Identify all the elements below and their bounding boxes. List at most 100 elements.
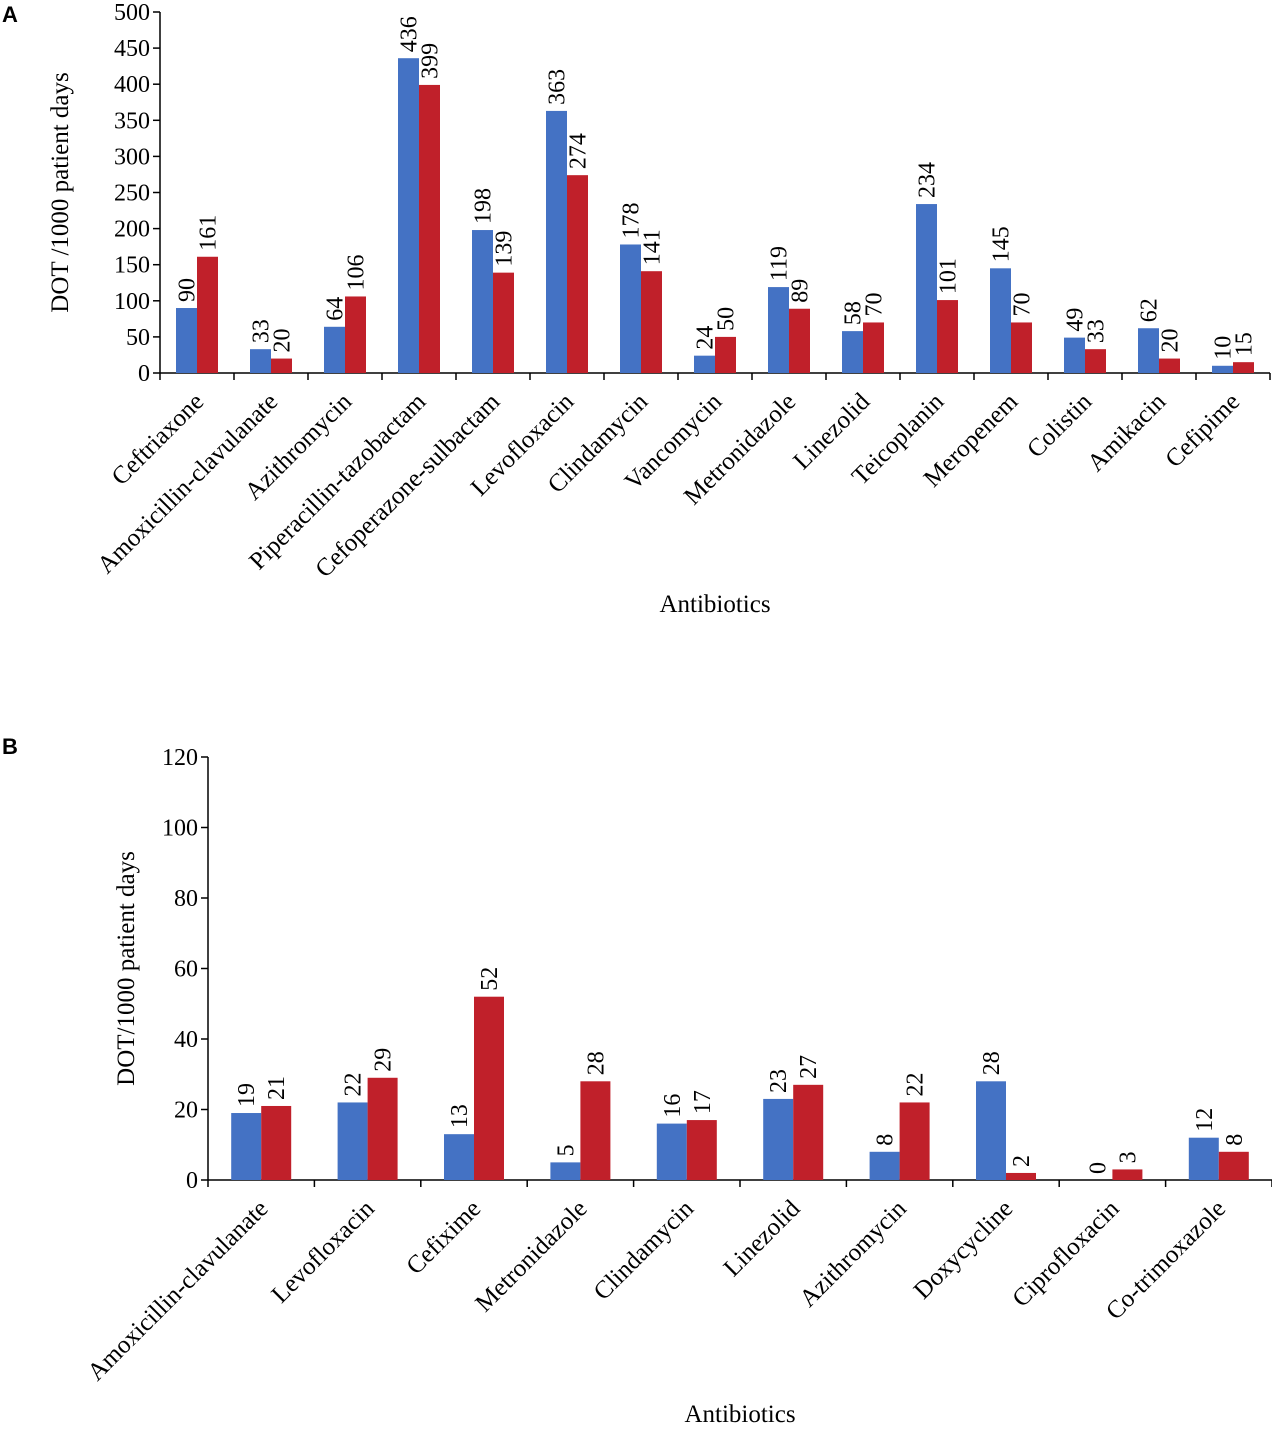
- panel-b-data-label: 23: [766, 1069, 792, 1093]
- panel-b-data-label: 8: [1222, 1134, 1248, 1146]
- panel-a-bar-series1: [768, 287, 789, 373]
- panel-a-y-tick-label: 150: [114, 253, 150, 279]
- panel-a-data-label: 198: [471, 188, 497, 224]
- panel-a-y-tick-label: 250: [114, 181, 150, 207]
- panel-a-data-label: 24: [693, 326, 719, 350]
- panel-a-bar-series1: [842, 331, 863, 373]
- panel-b-bar-series2: [686, 1120, 717, 1180]
- panel-b-data-label: 2: [1009, 1155, 1035, 1167]
- panel-a-bar-series1: [324, 326, 345, 373]
- panel-b-bar-series1: [231, 1113, 262, 1180]
- panel-a-data-label: 64: [323, 297, 349, 321]
- panel-b-letter: B: [2, 734, 18, 759]
- panel-b-data-label: 52: [477, 967, 503, 991]
- panel-b-y-tick-label: 20: [174, 1098, 198, 1124]
- panel-b-bar-series2: [1218, 1151, 1249, 1180]
- panel-b-category-label: Ciprofloxacin: [1007, 1195, 1125, 1313]
- panel-b-data-label: 3: [1115, 1151, 1141, 1163]
- panel-b-data-label: 16: [660, 1094, 686, 1118]
- panel-a-y-tick-label: 0: [138, 361, 150, 387]
- panel-a-bar-series1: [472, 230, 493, 373]
- panel-a-data-label: 436: [397, 16, 423, 52]
- panel-b-y-tick-label: 80: [174, 886, 198, 912]
- panel-a-data-label: 399: [418, 43, 444, 79]
- panel-a-bar-series2: [1159, 358, 1180, 373]
- panel-a-data-label: 20: [270, 329, 296, 353]
- panel-a-bar-series2: [345, 296, 366, 373]
- panel-a-bar-series2: [197, 256, 218, 373]
- panel-a-data-label: 49: [1063, 308, 1089, 332]
- panel-a-data-label: 70: [1010, 292, 1036, 316]
- panel-a-bar-series2: [641, 271, 662, 373]
- panel-a-bar-series2: [419, 84, 440, 373]
- panel-a-data-label: 363: [545, 69, 571, 105]
- panel-a-bar-series2: [271, 358, 292, 373]
- panel-b-x-axis-title: Antibiotics: [684, 1401, 795, 1428]
- panel-a-bar-series2: [1085, 349, 1106, 373]
- panel-a-y-tick-label: 50: [126, 325, 150, 351]
- panel-a-data-label: 145: [989, 226, 1015, 262]
- panel-a-category-label: Amikacin: [1082, 388, 1171, 477]
- panel-a-data-label: 161: [196, 215, 222, 251]
- panel-a-bar-series1: [990, 268, 1011, 373]
- panel-a-data-label: 33: [1084, 319, 1110, 343]
- panel-a-y-tick-label: 400: [114, 72, 150, 98]
- panel-b-data-label: 21: [264, 1076, 290, 1100]
- panel-b-y-tick-label: 60: [174, 957, 198, 983]
- panel-a-chart: A 0 50 100 150 200 250 300 350 400 450 500 90 161 Cef…: [2, 0, 1271, 618]
- panel-a-data-label: 106: [344, 254, 370, 290]
- panel-a-y-axis-title: DOT /1000 patient days: [47, 72, 74, 312]
- panel-a-data-label: 178: [619, 202, 645, 238]
- panel-b-bar-series1: [337, 1102, 368, 1180]
- panel-a-data-label: 274: [566, 133, 592, 169]
- panel-b-bar-series2: [793, 1084, 824, 1180]
- panel-b-data-label: 27: [796, 1055, 822, 1079]
- panel-a-data-label: 58: [841, 301, 867, 325]
- panel-a-bar-series2: [715, 336, 736, 373]
- panel-b-data-label: 29: [371, 1048, 397, 1072]
- panel-b-y-tick-label: 0: [186, 1168, 198, 1194]
- panel-a-bar-series1: [1064, 337, 1085, 373]
- panel-b-bar-series1: [550, 1162, 581, 1180]
- panel-a-bar-series1: [398, 58, 419, 373]
- panel-b-category-label: Clindamycin: [589, 1195, 700, 1306]
- panel-a-bar-series1: [250, 349, 271, 373]
- panel-a-data-label: 33: [249, 319, 275, 343]
- panel-b-y-tick-label: 100: [162, 816, 198, 842]
- panel-a-data-label: 119: [767, 246, 793, 281]
- panel-a-data-label: 101: [936, 258, 962, 294]
- panel-a-bar-series2: [937, 300, 958, 373]
- panel-b-category-label: Metronidazole: [470, 1195, 592, 1317]
- panel-a-data-label: 89: [788, 279, 814, 303]
- panel-b-data-label: 0: [1085, 1162, 1111, 1174]
- panel-a-bar-series1: [916, 204, 937, 373]
- panel-a-data-label: 15: [1232, 332, 1258, 356]
- panel-a-bar-series1: [694, 355, 715, 373]
- panel-b-category-label: Levofloxacin: [267, 1195, 381, 1309]
- panel-a-data-label: 234: [915, 162, 941, 198]
- panel-b-data-label: 22: [341, 1072, 367, 1096]
- panel-a-bar-series2: [567, 175, 588, 373]
- panel-b-bar-series1: [656, 1123, 687, 1180]
- panel-b-category-label: Azithromycin: [795, 1195, 913, 1313]
- panel-b-bar-series2: [1006, 1172, 1036, 1180]
- panel-b-bar-series2: [1112, 1169, 1143, 1180]
- panel-a-y-tick-label: 500: [114, 0, 150, 26]
- panel-b-bar-series2: [474, 996, 504, 1180]
- panel-a-category-label: Cefipime: [1160, 388, 1245, 473]
- panel-a-bar-series2: [493, 272, 514, 373]
- panel-b-category-label: Amoxicillin-clavulanate: [83, 1195, 274, 1386]
- panel-b-data-label: 17: [690, 1090, 716, 1114]
- panel-b-data-label: 12: [1192, 1108, 1218, 1132]
- panel-b-bar-series2: [580, 1081, 611, 1180]
- panel-b-y-tick-label: 40: [174, 1027, 198, 1053]
- panel-b-bar-series1: [444, 1134, 474, 1180]
- panel-b-bar-series1: [1188, 1137, 1219, 1180]
- panel-b-data-label: 19: [234, 1083, 260, 1107]
- panel-b-data-label: 5: [553, 1144, 579, 1156]
- panel-a-bar-series2: [863, 322, 884, 373]
- panel-b-bar-series2: [367, 1077, 398, 1180]
- panel-a-y-tick-label: 300: [114, 144, 150, 170]
- panel-a-data-label: 50: [714, 307, 740, 331]
